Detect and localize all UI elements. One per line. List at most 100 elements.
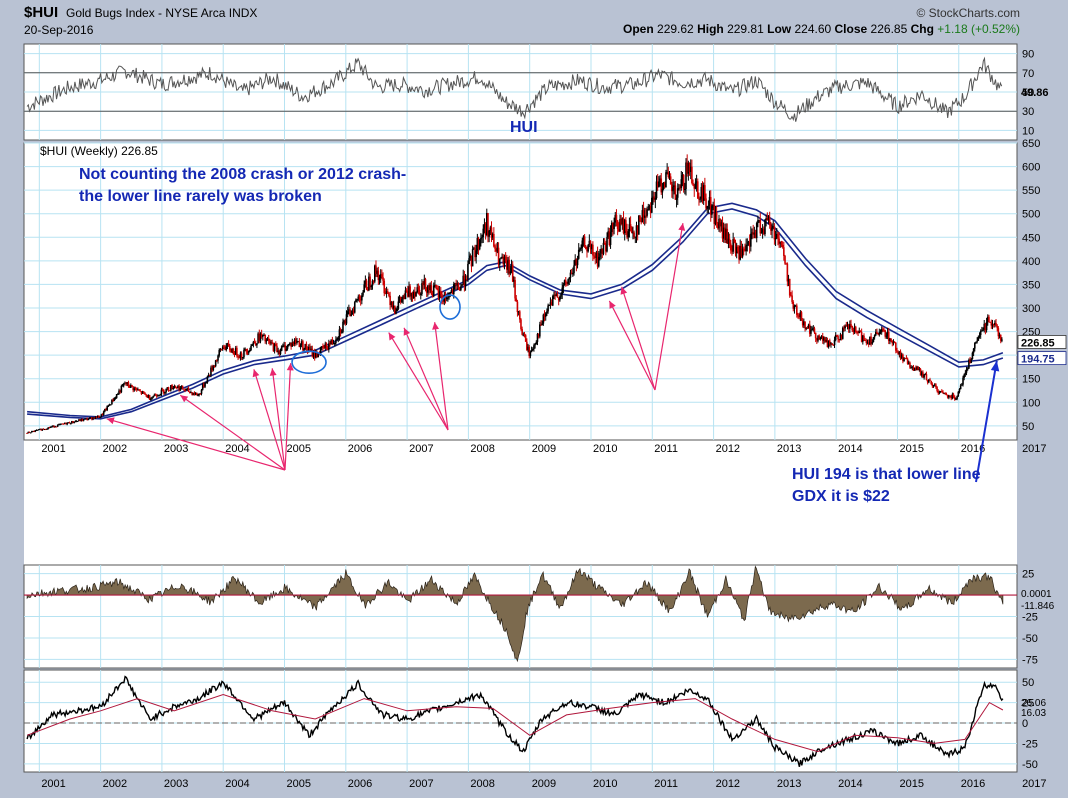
price-bar-body <box>62 423 65 425</box>
price-bar-body <box>643 215 646 218</box>
price-bar-body <box>282 345 284 347</box>
price-bar-body <box>137 389 139 391</box>
x-tick-label: 2003 <box>164 778 188 790</box>
price-bar-body <box>847 324 850 329</box>
price-bar-body <box>178 386 180 391</box>
price-bar-body <box>935 384 937 388</box>
price-bar-body <box>375 265 377 274</box>
price-bar-body <box>832 344 835 346</box>
oscillator-last-value-1: 26.06 <box>1021 698 1046 709</box>
price-bar-body <box>106 405 109 411</box>
x-tick-label: 2002 <box>103 778 127 790</box>
price-bar-body <box>509 271 512 274</box>
price-bar-body <box>897 352 899 355</box>
price-bar-body <box>666 172 668 174</box>
price-bar-body <box>201 384 204 390</box>
price-bar-body <box>765 217 767 220</box>
price-bar-body <box>40 428 43 431</box>
price-bar-body <box>731 250 733 252</box>
price-bar-body <box>357 296 360 300</box>
price-bar-body <box>468 258 470 264</box>
price-bar-body <box>693 185 696 189</box>
price-bar-body <box>114 397 117 399</box>
price-bar-body <box>917 366 920 370</box>
price-bar-body <box>324 343 327 349</box>
price-bar-body <box>874 331 877 336</box>
annotation-arrow <box>253 369 286 471</box>
x-tick-label: 2011 <box>654 443 678 455</box>
price-bar-body <box>808 324 811 334</box>
price-bar-body <box>427 285 429 293</box>
price-bar-body <box>131 385 133 387</box>
y-tick-label: 30 <box>1022 106 1034 118</box>
low-value: 224.60 <box>794 22 832 36</box>
price-bar-body <box>992 323 995 325</box>
price-bar-body <box>986 316 989 322</box>
x-tick-label: 2006 <box>348 443 372 455</box>
price-bar-body <box>73 422 76 424</box>
price-bar-body <box>849 324 851 329</box>
price-bar-body <box>447 297 449 299</box>
price-bar-body <box>91 417 93 420</box>
price-bar-body <box>219 349 222 351</box>
price-bar-body <box>351 310 354 315</box>
price-bar-body <box>844 325 846 329</box>
price-bar-body <box>204 383 206 387</box>
price-bar-body <box>216 360 218 362</box>
annotation-arrowhead-blue <box>990 360 1000 372</box>
price-bar-body <box>962 377 964 385</box>
price-bar-body <box>310 348 312 351</box>
y-tick-label: -50 <box>1022 633 1038 645</box>
price-bar-body <box>820 336 823 338</box>
price-bar-body <box>634 236 637 238</box>
price-bar-body <box>53 425 55 428</box>
price-bar-body <box>729 243 732 251</box>
price-bar-body <box>661 189 664 193</box>
price-bar-body <box>456 283 459 285</box>
x-tick-label: 2009 <box>532 443 556 455</box>
price-bar-body <box>550 302 553 306</box>
annotation-arrow <box>284 363 292 471</box>
price-bar-body <box>218 350 221 356</box>
price-bar-body <box>158 395 160 397</box>
price-bar-body <box>59 424 61 426</box>
price-bar-body <box>200 389 203 394</box>
price-bar-body <box>553 294 555 297</box>
price-bar-body <box>494 246 496 249</box>
price-bar-body <box>950 396 953 399</box>
price-bar-body <box>783 247 785 256</box>
price-bar-body <box>346 311 349 315</box>
price-bar-body <box>379 274 382 279</box>
price-bar-body <box>569 272 572 278</box>
price-bar-body <box>313 351 316 358</box>
annotation-circle <box>291 350 327 375</box>
x-tick-label: 2003 <box>164 443 188 455</box>
price-bar-body <box>517 311 520 313</box>
price-bar-body <box>816 338 818 341</box>
x-tick-label: 2011 <box>654 778 678 790</box>
x-tick-label: 2010 <box>593 778 617 790</box>
y-tick-label: 50 <box>1022 421 1034 433</box>
price-bar-body <box>566 282 568 284</box>
price-bar-body <box>88 417 91 420</box>
price-bar-body <box>878 332 881 335</box>
price-bar-body <box>602 242 605 254</box>
price-bar-body <box>576 258 579 266</box>
annotation-arrow <box>654 223 684 391</box>
histogram-last-value-1: 0.0001 <box>1021 589 1052 600</box>
annotation-arrowhead <box>678 223 686 231</box>
price-bar-body <box>784 255 786 264</box>
price-bar-body <box>975 341 977 344</box>
y-tick-label: 50 <box>1022 87 1034 99</box>
price-bar-body <box>164 391 166 394</box>
price-bar-body <box>441 294 443 300</box>
price-bar-body <box>837 336 839 340</box>
annotation-arrowhead <box>620 286 628 295</box>
price-bar-body <box>715 212 718 224</box>
price-bar-body <box>873 335 876 338</box>
price-bar-body <box>547 305 549 312</box>
price-bar-body <box>185 388 187 391</box>
price-bar-body <box>999 334 1002 341</box>
price-bar-body <box>129 385 132 388</box>
price-bar-body <box>388 293 390 296</box>
